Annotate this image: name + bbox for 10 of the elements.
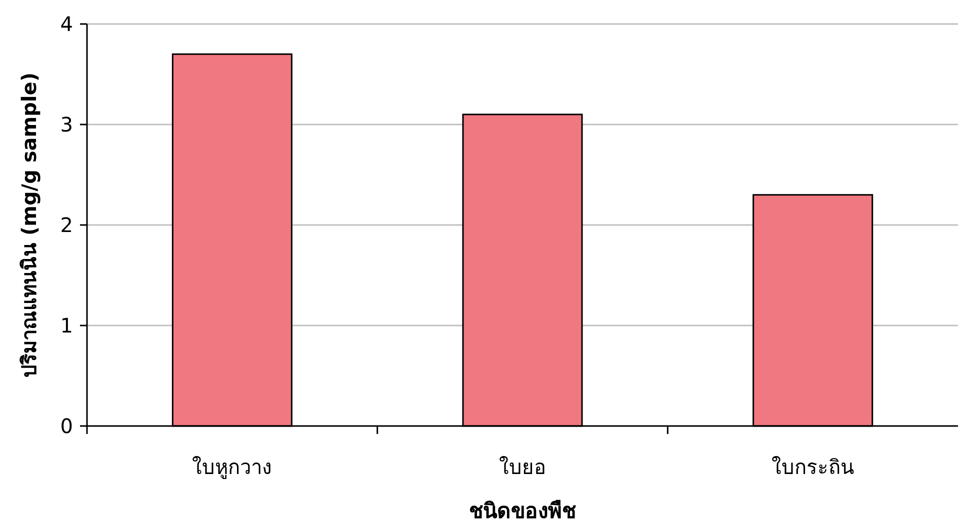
y-tick-label: 3 — [60, 112, 73, 136]
x-tick-label: ใบหูกวาง — [192, 455, 272, 480]
x-tick-label: ใบยอ — [499, 455, 546, 479]
x-tick-label: ใบกระถิน — [771, 455, 854, 479]
y-tick-label: 0 — [60, 414, 73, 438]
y-tick-label: 1 — [60, 314, 73, 338]
y-axis-title: ปริมาณแทนนิน (mg/g sample) — [17, 72, 41, 378]
y-tick-label: 2 — [60, 213, 73, 237]
y-tick-label: 4 — [60, 12, 73, 36]
x-axis-title: ชนิดของพืช — [469, 499, 576, 523]
